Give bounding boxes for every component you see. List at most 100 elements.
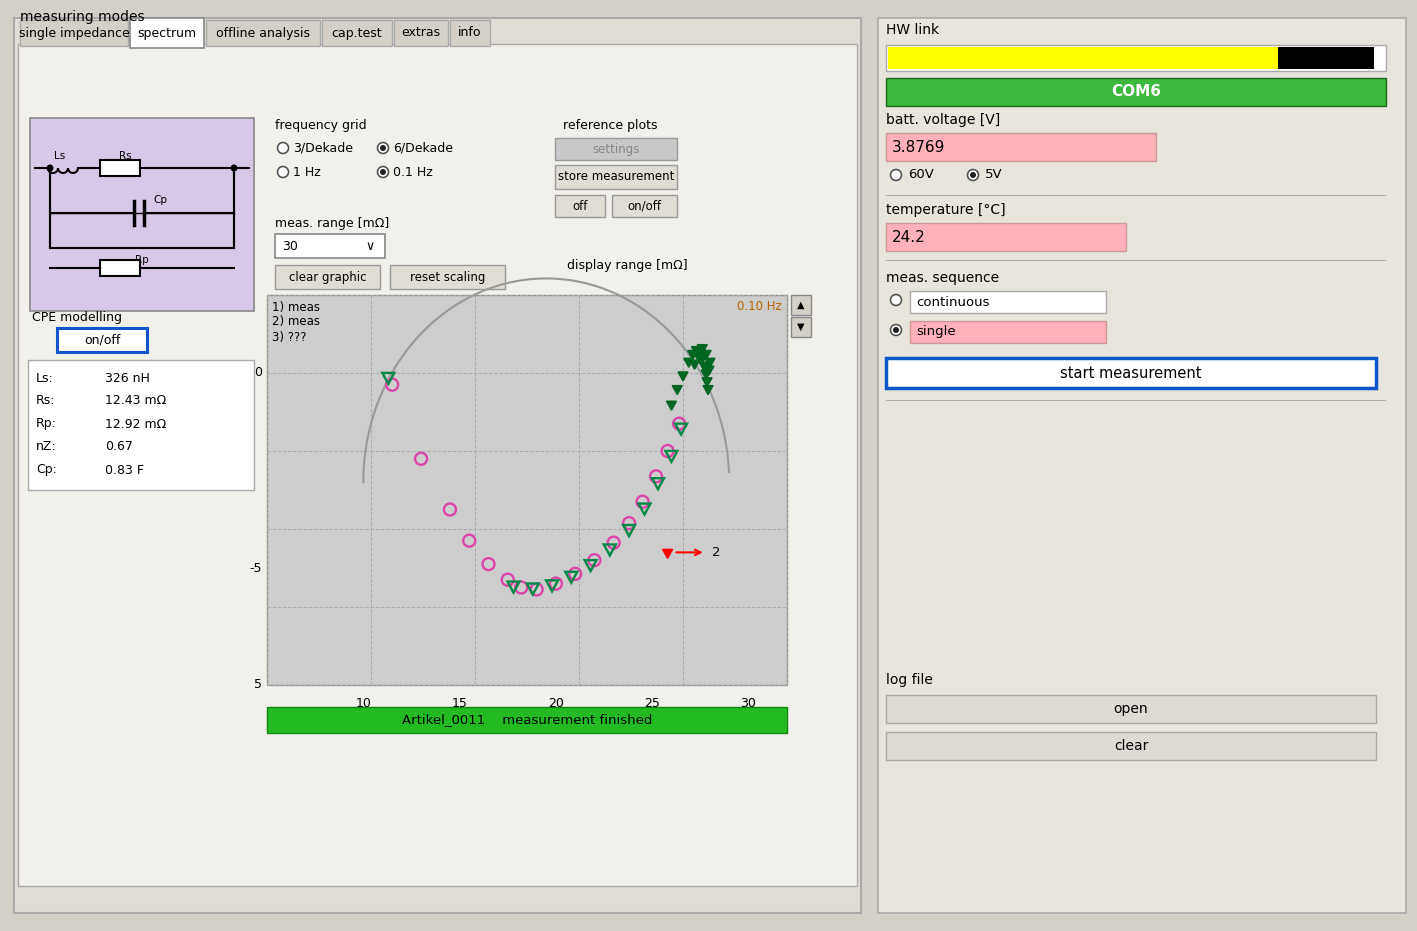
Polygon shape [690,360,700,370]
Text: -5: -5 [249,561,262,574]
Polygon shape [703,385,713,395]
Text: cap.test: cap.test [332,26,383,39]
Text: Rp:: Rp: [35,417,57,430]
Text: 2: 2 [711,546,720,559]
Circle shape [278,142,289,154]
Polygon shape [672,385,682,395]
Text: log file: log file [886,673,932,687]
Bar [57,328,147,352]
Text: clear graphic: clear graphic [289,271,366,284]
Text: clear: clear [1114,739,1148,753]
Bar [394,20,448,46]
Text: 30: 30 [741,697,757,710]
Text: Rs: Rs [119,151,132,161]
Text: measuring modes: measuring modes [20,10,145,24]
Text: COM6: COM6 [1111,85,1161,100]
Text: 0.1 Hz: 0.1 Hz [393,166,432,179]
Text: Cp:: Cp: [35,464,57,477]
Text: extras: extras [401,26,441,39]
Text: 24.2: 24.2 [891,230,925,245]
Polygon shape [704,366,714,375]
Text: 0: 0 [254,367,262,380]
Bar [101,260,140,276]
Text: Artikel_0011    measurement finished: Artikel_0011 measurement finished [402,713,652,726]
Bar [275,234,385,258]
Polygon shape [684,358,694,368]
Bar [791,295,811,315]
Text: ▼: ▼ [798,322,805,332]
Bar [30,118,254,311]
Text: ▲: ▲ [798,300,805,310]
Circle shape [890,294,901,305]
Bar [555,165,677,189]
Text: 1) meas: 1) meas [272,301,320,314]
Polygon shape [663,549,673,559]
Text: 60V: 60V [908,169,934,182]
Bar [888,47,1278,69]
Circle shape [971,172,976,178]
Text: off: off [572,199,588,212]
Text: 12.92 mΩ: 12.92 mΩ [105,417,166,430]
Text: temperature [°C]: temperature [°C] [886,203,1006,217]
Circle shape [890,169,901,181]
Bar [612,195,677,217]
Circle shape [380,145,385,151]
Text: ∨: ∨ [366,239,374,252]
Bar [791,317,811,337]
Polygon shape [687,350,697,359]
Text: CPE modelling: CPE modelling [33,311,122,323]
Circle shape [377,142,388,154]
Bar [910,321,1107,343]
Text: continuous: continuous [915,295,989,308]
Text: open: open [1114,702,1148,716]
Bar [14,18,862,913]
Text: spectrum: spectrum [137,26,197,39]
Text: Ls:: Ls: [35,371,54,385]
Text: 2) meas: 2) meas [272,316,320,329]
Text: settings: settings [592,142,639,155]
Polygon shape [691,346,701,356]
Polygon shape [701,378,713,386]
Text: batt. voltage [V]: batt. voltage [V] [886,113,1000,127]
Text: single impedance: single impedance [18,26,129,39]
Polygon shape [696,348,706,358]
Text: reference plots: reference plots [563,118,657,131]
Bar [555,195,605,217]
Text: reset scaling: reset scaling [410,271,485,284]
Bar [886,358,1376,388]
Bar [886,45,1386,71]
Text: Rs:: Rs: [35,395,55,408]
Bar [205,20,320,46]
Bar [266,295,786,685]
Bar [130,18,204,48]
Bar [555,138,677,160]
Text: store measurement: store measurement [558,170,674,183]
Circle shape [47,165,54,171]
Polygon shape [697,355,707,363]
Bar [20,20,128,46]
Text: 3) ???: 3) ??? [272,331,306,344]
Bar [451,20,490,46]
Text: HW link: HW link [886,23,939,37]
Circle shape [380,169,385,175]
Bar [266,707,786,733]
Polygon shape [666,401,676,411]
Text: 6/Dekade: 6/Dekade [393,142,453,155]
Text: 5: 5 [254,679,262,692]
Text: 30: 30 [282,239,298,252]
Text: meas. sequence: meas. sequence [886,271,999,285]
Bar [886,133,1156,161]
Bar [886,78,1386,106]
Text: 3.8769: 3.8769 [891,140,945,155]
Text: 20: 20 [548,697,564,710]
Text: 326 nH: 326 nH [105,371,150,385]
Bar [886,260,1386,261]
Bar [886,695,1376,723]
Bar [275,265,380,289]
Text: offline analysis: offline analysis [215,26,310,39]
Bar [18,44,857,886]
Polygon shape [701,350,711,359]
Text: frequency grid: frequency grid [275,118,367,131]
Text: on/off: on/off [628,199,662,212]
Bar [910,291,1107,313]
